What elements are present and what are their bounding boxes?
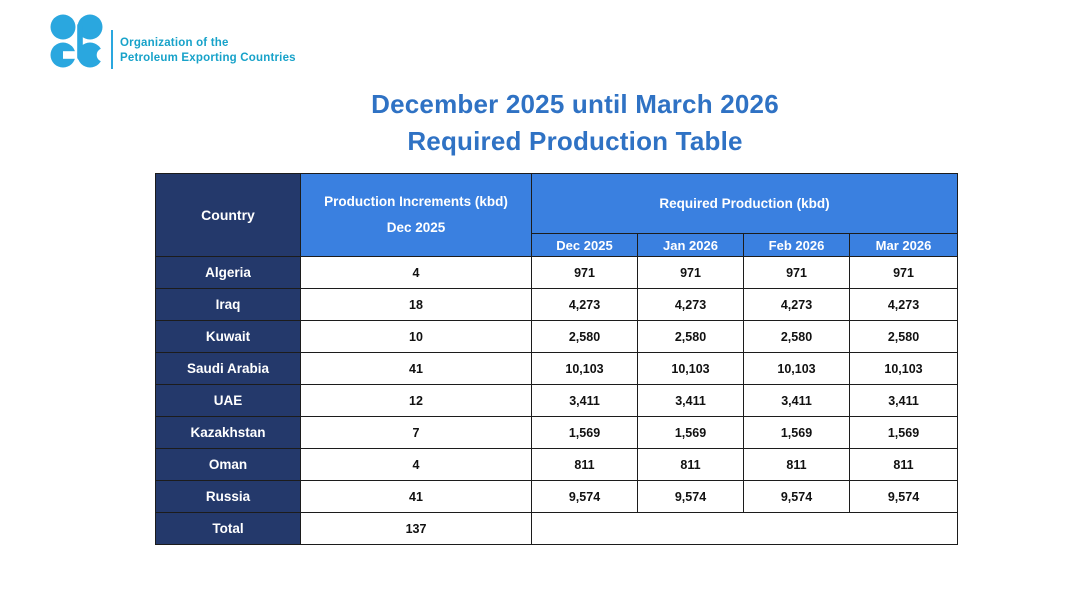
required-value-cell: 10,103 — [637, 352, 744, 385]
required-value-cell: 10,103 — [743, 352, 850, 385]
table-header-row: Country Production Increments (kbd) Dec … — [155, 173, 958, 257]
required-value-cell: 9,574 — [743, 480, 850, 513]
required-value-cell: 811 — [637, 448, 744, 481]
increment-cell: 41 — [300, 480, 532, 513]
required-value-cell: 971 — [743, 256, 850, 289]
logo-divider — [111, 30, 113, 69]
table-row: Kazakhstan 7 1,569 1,569 1,569 1,569 — [155, 416, 958, 449]
required-value-cell: 811 — [849, 448, 958, 481]
increments-header-line1: Production Increments (kbd) — [324, 194, 508, 209]
table-row: UAE 12 3,411 3,411 3,411 3,411 — [155, 384, 958, 417]
opec-emblem-icon — [50, 14, 104, 68]
country-cell: Iraq — [155, 288, 301, 321]
table-row: Iraq 18 4,273 4,273 4,273 4,273 — [155, 288, 958, 321]
table-row: Russia 41 9,574 9,574 9,574 9,574 — [155, 480, 958, 513]
increments-header-gap — [305, 210, 527, 220]
required-value-cell: 4,273 — [637, 288, 744, 321]
org-name-line1: Organization of the — [120, 37, 229, 49]
required-value-cell: 4,273 — [849, 288, 958, 321]
required-value-cell: 4,273 — [743, 288, 850, 321]
required-value-cell: 811 — [743, 448, 850, 481]
increment-cell: 12 — [300, 384, 532, 417]
month-header-dec-2025: Dec 2025 — [531, 233, 638, 257]
required-value-cell: 9,574 — [637, 480, 744, 513]
required-value-cell: 811 — [531, 448, 638, 481]
increment-cell: 10 — [300, 320, 532, 353]
required-value-cell: 2,580 — [849, 320, 958, 353]
increments-header-line2: Dec 2025 — [386, 220, 446, 235]
required-value-cell: 1,569 — [531, 416, 638, 449]
required-value-cell: 971 — [531, 256, 638, 289]
required-value-cell: 10,103 — [849, 352, 958, 385]
required-value-cell: 9,574 — [849, 480, 958, 513]
required-production-group-header: Required Production (kbd) — [531, 173, 958, 234]
country-cell: Saudi Arabia — [155, 352, 301, 385]
increment-cell: 7 — [300, 416, 532, 449]
brand-header: Organization of the Petroleum Exporting … — [50, 13, 340, 73]
org-name-line2: Petroleum Exporting Countries — [120, 51, 296, 64]
required-value-cell: 3,411 — [531, 384, 638, 417]
table-body: Algeria 4 971 971 971 971 Iraq 18 4,273 4,273 4,27… — [155, 256, 958, 545]
country-cell: UAE — [155, 384, 301, 417]
required-value-cell: 2,580 — [743, 320, 850, 353]
month-header-mar-2026: Mar 2026 — [849, 233, 958, 257]
required-value-cell: 3,411 — [849, 384, 958, 417]
required-value-cell: 3,411 — [637, 384, 744, 417]
country-cell: Oman — [155, 448, 301, 481]
required-value-cell: 1,569 — [743, 416, 850, 449]
required-value-cell: 971 — [637, 256, 744, 289]
required-value-cell: 4,273 — [531, 288, 638, 321]
table-row: Algeria 4 971 971 971 971 — [155, 256, 958, 289]
country-column-header: Country — [155, 173, 301, 257]
country-cell: Kazakhstan — [155, 416, 301, 449]
required-value-cell: 2,580 — [637, 320, 744, 353]
table-row: Oman 4 811 811 811 811 — [155, 448, 958, 481]
required-value-cell: 10,103 — [531, 352, 638, 385]
required-value-cell: 1,569 — [849, 416, 958, 449]
increments-column-header: Production Increments (kbd) Dec 2025 — [300, 173, 532, 257]
required-production-table: Country Production Increments (kbd) Dec … — [155, 173, 958, 545]
increment-cell: 4 — [300, 448, 532, 481]
month-header-jan-2026: Jan 2026 — [637, 233, 744, 257]
required-value-cell: 9,574 — [531, 480, 638, 513]
total-label-cell: Total — [155, 512, 301, 545]
org-name: Organization of the Petroleum Exporting … — [120, 36, 296, 65]
table-subheader-row: Dec 2025 Jan 2026 Feb 2026 Mar 2026 — [156, 233, 958, 257]
required-value-cell: 971 — [849, 256, 958, 289]
page-title-line1: December 2025 until March 2026 — [371, 89, 779, 119]
required-value-cell: 2,580 — [531, 320, 638, 353]
increment-cell: 4 — [300, 256, 532, 289]
table-row: Saudi Arabia 41 10,103 10,103 10,103 10,103 — [155, 352, 958, 385]
increment-cell: 18 — [300, 288, 532, 321]
total-increment-cell: 137 — [300, 512, 532, 545]
table-total-row: Total 137 — [155, 512, 958, 545]
increment-cell: 41 — [300, 352, 532, 385]
total-empty-cell — [531, 512, 958, 545]
page-title: December 2025 until March 2026 Required … — [70, 86, 1080, 160]
country-cell: Algeria — [155, 256, 301, 289]
page-title-line2: Required Production Table — [407, 126, 743, 156]
required-value-cell: 3,411 — [743, 384, 850, 417]
required-value-cell: 1,569 — [637, 416, 744, 449]
country-cell: Russia — [155, 480, 301, 513]
month-header-feb-2026: Feb 2026 — [743, 233, 850, 257]
country-cell: Kuwait — [155, 320, 301, 353]
table-row: Kuwait 10 2,580 2,580 2,580 2,580 — [155, 320, 958, 353]
